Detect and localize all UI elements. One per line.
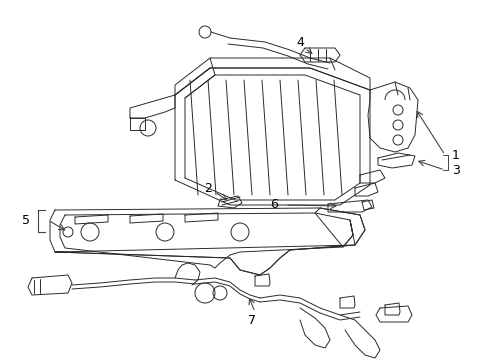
Text: 4: 4	[296, 36, 304, 49]
Text: 2: 2	[204, 181, 212, 194]
Text: 1: 1	[452, 149, 460, 162]
Text: 6: 6	[270, 198, 278, 211]
Text: 3: 3	[452, 163, 460, 176]
Text: 7: 7	[248, 314, 256, 327]
Text: 5: 5	[22, 213, 30, 226]
